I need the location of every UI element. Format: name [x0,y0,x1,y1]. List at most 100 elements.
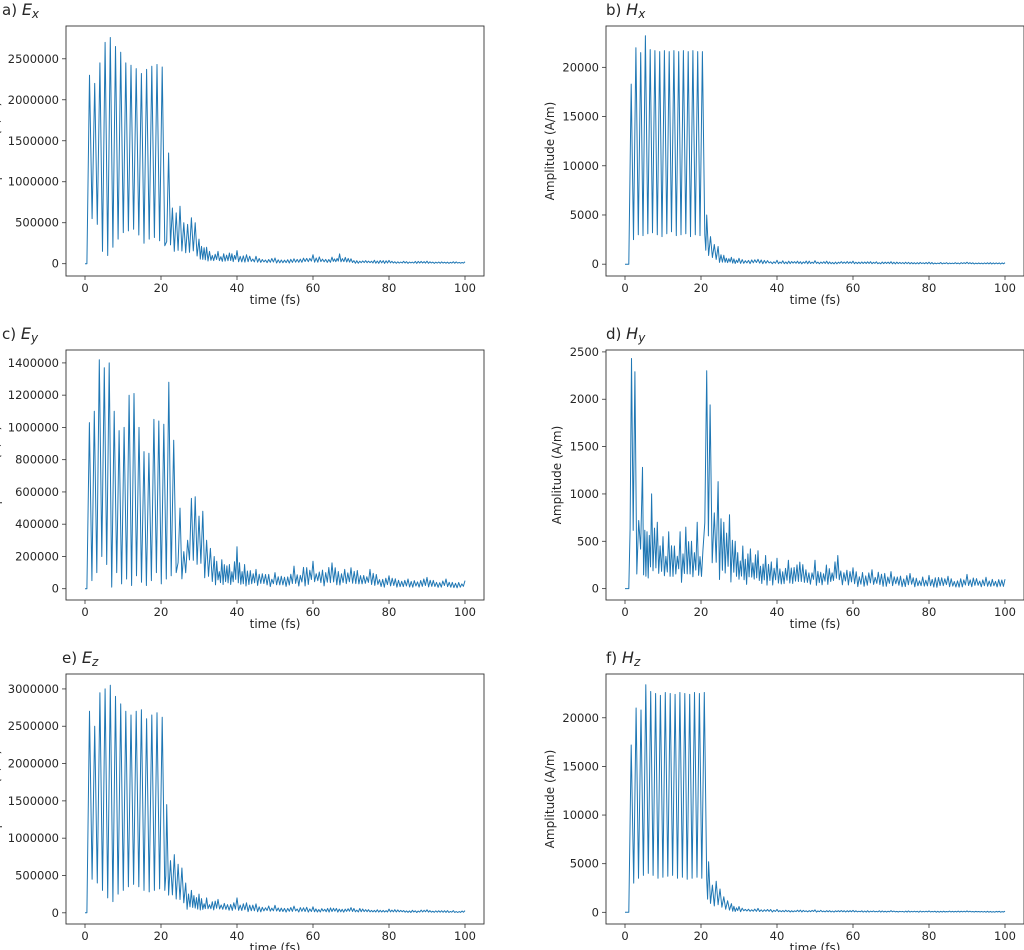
x-tick-label: 60 [306,929,321,943]
x-axis-label: time (fs) [790,941,841,950]
plot-frame [605,673,1024,925]
panel-d: d) Hy0 20 40 60 80 10005001000150020002500tim… [550,324,1024,631]
x-tick-label: 60 [306,281,321,295]
x-tick-label: 80 [382,605,397,619]
y-tick-label: 3000000 [8,682,59,696]
panel-f: f) Hz 0 20 40 60 80 100 0 5000 10000 15000 20000 tim… [543,648,1024,950]
y-tick-label: 1000000 [8,831,59,845]
panel-title: b) Hx [606,0,646,21]
y-tick-label: 0 [592,257,599,271]
x-tick-label: 80 [922,929,937,943]
y-tick-label: 500000 [15,868,59,882]
y-tick-label: 0 [52,906,59,920]
plot-frame [605,25,1024,277]
x-tick-label: 100 [454,929,476,943]
plot-frame [65,673,485,925]
y-tick-label: 1400000 [8,356,59,370]
x-tick-label: 40 [230,929,245,943]
x-axis-label: time (fs) [250,293,301,307]
y-tick-label: 600000 [15,485,59,499]
series-line [85,684,466,914]
panel-title: c) Ey [2,324,39,345]
y-tick-label: 10000 [562,808,599,822]
y-tick-label: 2500 [570,345,599,359]
y-tick-label: 2000000 [8,93,59,107]
x-tick-label: 60 [306,605,321,619]
x-tick-label: 60 [846,929,861,943]
y-tick-label: 500000 [15,216,59,230]
y-tick-label: 1000000 [8,420,59,434]
panel-e: e) Ez 0 20 40 60 80 100 0 500000 1000000 1500000 20… [0,648,485,950]
x-tick-label: 100 [454,605,476,619]
panel-a: a) Ex 0 20 40 60 80 100 0 500000 1000000 1500000 20… [0,0,485,307]
series-line [625,684,1006,913]
plot-frame [605,349,1024,601]
y-tick-label: 0 [52,582,59,596]
x-axis-label: time (fs) [250,941,301,950]
x-tick-label: 0 [621,929,628,943]
x-tick-label: 100 [994,929,1016,943]
x-tick-label: 40 [770,281,785,295]
x-tick-label: 0 [81,281,88,295]
y-tick-label: 800000 [15,453,59,467]
plot-frame [65,25,485,277]
y-tick-label: 1500000 [8,794,59,808]
y-axis-label: Amplitude (A/m) [543,102,557,201]
y-tick-label: 400000 [15,517,59,531]
x-tick-label: 40 [230,281,245,295]
x-tick-label: 20 [694,281,709,295]
x-tick-label: 100 [994,281,1016,295]
y-tick-label: 20000 [562,60,599,74]
y-tick-label: 15000 [562,110,599,124]
y-tick-label: 2000 [570,392,599,406]
y-tick-label: 1200000 [8,388,59,402]
x-tick-label: 40 [230,605,245,619]
y-axis-label: Amplitude (A/m) [550,426,564,525]
y-tick-label: 2000000 [8,757,59,771]
y-tick-label: 1000000 [8,175,59,189]
y-axis-label: Amplitude (V/m) [0,102,3,201]
x-tick-label: 100 [454,281,476,295]
panel-b: b) Hx 0 20 40 60 80 100 0 5000 10000 15000 20000 tim… [543,0,1024,307]
x-tick-label: 0 [81,929,88,943]
x-tick-label: 0 [81,605,88,619]
y-tick-label: 500 [577,534,599,548]
y-tick-label: 1500 [570,440,599,454]
x-tick-label: 80 [382,929,397,943]
x-axis-label: time (fs) [250,617,301,631]
x-axis-label: time (fs) [790,617,841,631]
series-line [85,359,466,590]
y-axis-label: Amplitude (V/m) [0,426,3,525]
series-line [85,37,466,265]
panel-title: d) Hy [606,324,646,345]
y-tick-label: 5000 [570,208,599,222]
panel-title: a) Ex [2,0,40,21]
y-tick-label: 0 [592,905,599,919]
y-tick-label: 5000 [570,857,599,871]
y-tick-label: 10000 [562,159,599,173]
x-tick-label: 20 [154,929,169,943]
panel-c: c) Ey 0 20 40 60 80 100 0 200000 400000 600000 8000… [0,324,485,631]
x-tick-label: 40 [770,605,785,619]
panel-title: f) Hz [606,648,641,669]
y-tick-label: 1000 [570,487,599,501]
y-tick-label: 2500000 [8,52,59,66]
x-tick-label: 0 [621,281,628,295]
x-tick-label: 80 [922,281,937,295]
series-line [625,358,1006,590]
y-tick-label: 2500000 [8,719,59,733]
x-tick-label: 60 [846,605,861,619]
x-tick-label: 80 [922,605,937,619]
x-tick-label: 20 [154,605,169,619]
x-tick-label: 60 [846,281,861,295]
panel-title: e) Ez [62,648,99,669]
x-tick-label: 20 [694,929,709,943]
y-tick-label: 0 [52,257,59,271]
y-tick-label: 1500000 [8,134,59,148]
y-tick-label: 20000 [562,711,599,725]
x-tick-label: 20 [154,281,169,295]
y-axis-label: Amplitude (V/m) [0,750,3,849]
y-tick-label: 15000 [562,759,599,773]
y-tick-label: 0 [592,582,599,596]
